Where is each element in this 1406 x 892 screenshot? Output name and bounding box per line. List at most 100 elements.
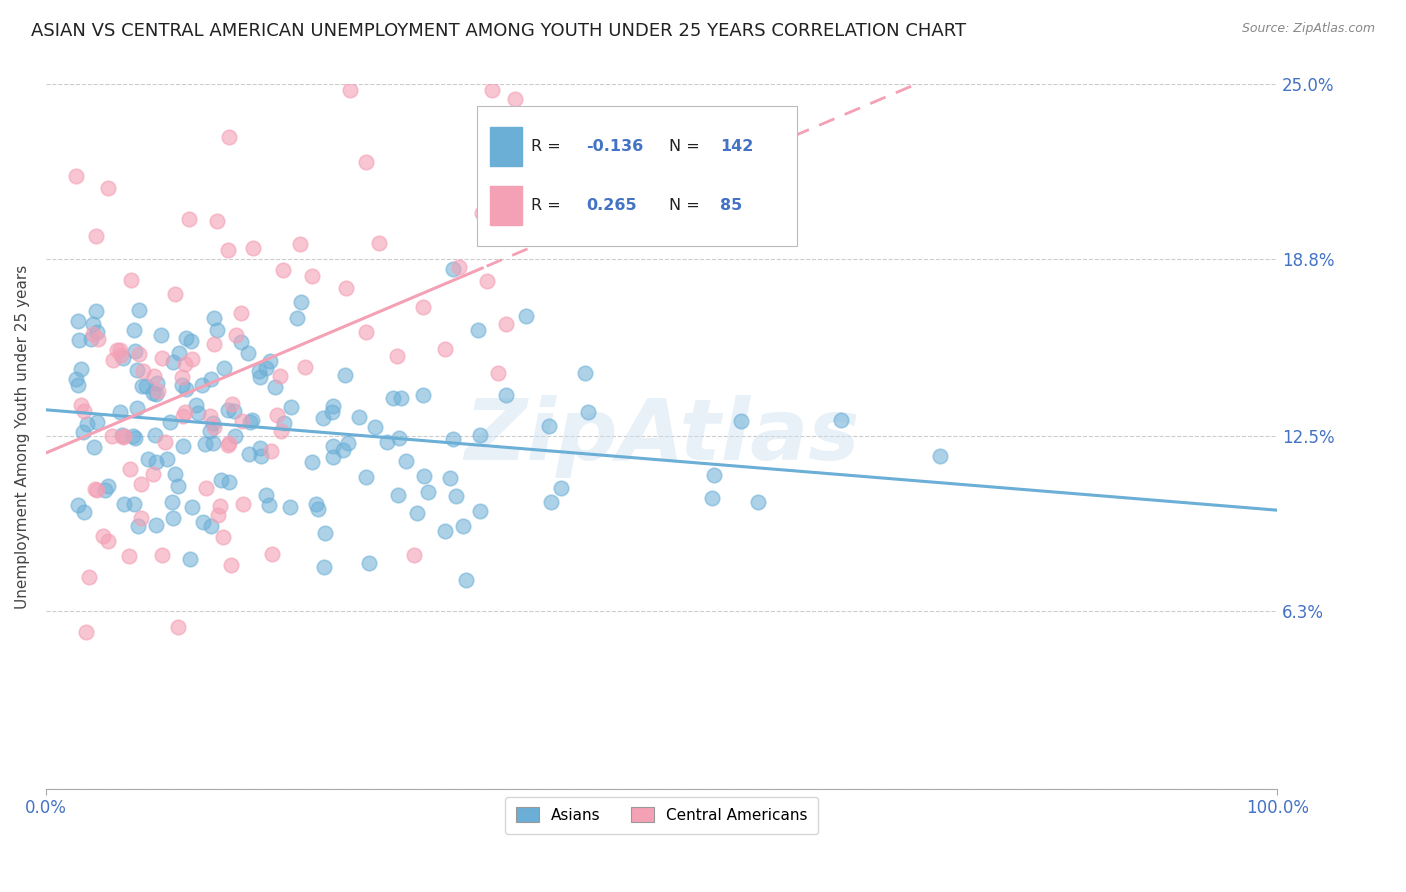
- Point: [412, 300, 434, 314]
- Point: [367, 235, 389, 250]
- Point: [211, 530, 233, 544]
- Point: [110, 348, 132, 362]
- Point: [200, 372, 222, 386]
- Point: [231, 335, 253, 350]
- Point: [145, 518, 167, 533]
- Text: ZipAtlas: ZipAtlas: [464, 395, 859, 478]
- Point: [163, 286, 186, 301]
- Point: [174, 331, 197, 345]
- Point: [172, 377, 194, 392]
- Point: [433, 524, 456, 538]
- Point: [239, 415, 262, 429]
- Point: [217, 402, 239, 417]
- Point: [377, 434, 399, 449]
- Point: [112, 430, 135, 444]
- Point: [100, 429, 122, 443]
- Point: [321, 405, 343, 419]
- Point: [259, 354, 281, 368]
- Point: [181, 500, 204, 514]
- Point: [364, 420, 387, 434]
- Point: [218, 129, 240, 144]
- Point: [146, 384, 169, 399]
- Point: [66, 378, 89, 392]
- Point: [202, 337, 225, 351]
- Point: [254, 360, 277, 375]
- Point: [322, 439, 344, 453]
- Point: [470, 504, 492, 518]
- Point: [162, 354, 184, 368]
- Point: [201, 435, 224, 450]
- Point: [122, 497, 145, 511]
- Point: [336, 436, 359, 450]
- Point: [266, 408, 288, 422]
- Point: [254, 488, 277, 502]
- Point: [385, 349, 408, 363]
- Point: [172, 409, 194, 423]
- Point: [416, 484, 439, 499]
- Point: [128, 303, 150, 318]
- Point: [67, 334, 90, 348]
- Point: [449, 260, 471, 275]
- Point: [231, 414, 253, 428]
- Point: [72, 425, 94, 439]
- Point: [120, 272, 142, 286]
- Point: [156, 452, 179, 467]
- Point: [257, 498, 280, 512]
- Point: [194, 437, 217, 451]
- Point: [146, 376, 169, 391]
- Point: [191, 515, 214, 529]
- Point: [174, 383, 197, 397]
- Point: [177, 211, 200, 226]
- Point: [69, 398, 91, 412]
- Point: [333, 368, 356, 383]
- Point: [218, 475, 240, 490]
- Point: [108, 343, 131, 358]
- Point: [121, 429, 143, 443]
- Legend: Asians, Central Americans: Asians, Central Americans: [505, 797, 818, 834]
- Point: [217, 243, 239, 257]
- Point: [700, 491, 723, 506]
- Point: [495, 388, 517, 402]
- Point: [260, 443, 283, 458]
- Point: [307, 502, 329, 516]
- Point: [94, 483, 117, 497]
- Point: [209, 473, 232, 487]
- Point: [294, 359, 316, 374]
- Point: [180, 334, 202, 348]
- Point: [150, 548, 173, 562]
- Point: [118, 462, 141, 476]
- Point: [65, 169, 87, 183]
- Point: [441, 432, 464, 446]
- Point: [550, 481, 572, 495]
- Point: [354, 154, 377, 169]
- Point: [481, 83, 503, 97]
- Point: [82, 317, 104, 331]
- Point: [354, 326, 377, 340]
- Point: [444, 489, 467, 503]
- Point: [451, 519, 474, 533]
- Point: [167, 345, 190, 359]
- Point: [125, 401, 148, 415]
- Point: [477, 275, 499, 289]
- Point: [290, 295, 312, 310]
- Point: [236, 346, 259, 360]
- Point: [84, 303, 107, 318]
- Point: [412, 388, 434, 402]
- Point: [70, 362, 93, 376]
- Point: [335, 281, 357, 295]
- Point: [181, 352, 204, 367]
- Point: [65, 372, 87, 386]
- Point: [217, 437, 239, 451]
- Point: [143, 428, 166, 442]
- Point: [574, 366, 596, 380]
- Point: [145, 455, 167, 469]
- Point: [456, 573, 478, 587]
- Point: [82, 326, 104, 341]
- Point: [131, 364, 153, 378]
- Point: [111, 351, 134, 365]
- Point: [173, 357, 195, 371]
- Point: [124, 343, 146, 358]
- Point: [108, 405, 131, 419]
- Point: [67, 314, 90, 328]
- Point: [187, 406, 209, 420]
